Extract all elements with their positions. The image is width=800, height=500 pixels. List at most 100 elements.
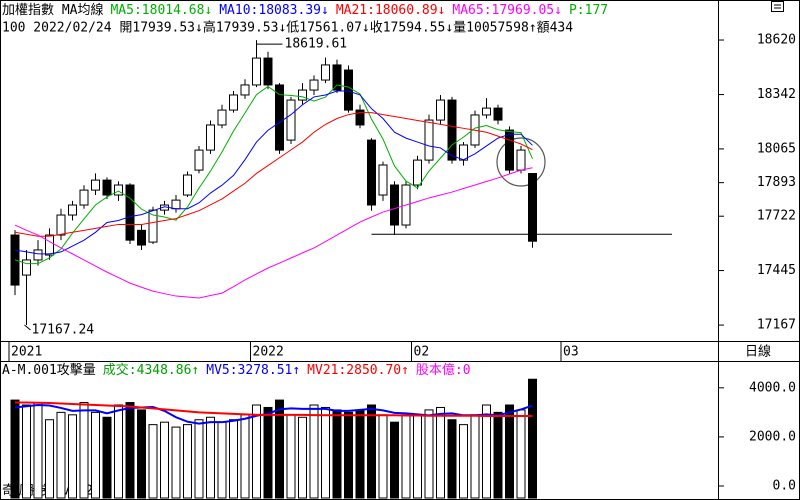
volume-bar <box>424 409 434 499</box>
volume-bar <box>56 411 66 499</box>
y-tick-label: 18620 <box>757 33 796 48</box>
candle-body <box>102 179 112 196</box>
volume-bar <box>447 419 457 499</box>
candle-body <box>171 199 181 210</box>
y-tick-label: 17445 <box>757 263 796 278</box>
candle-body <box>367 139 376 206</box>
candle-body <box>148 209 158 243</box>
volume-bar <box>33 402 43 499</box>
candle-body <box>309 79 319 91</box>
x-tick-label: 03 <box>563 345 579 360</box>
legend-item: 加權指數 MA均線 <box>2 2 103 18</box>
y-tick-label: 0.0 <box>773 479 796 494</box>
volume-bar <box>321 406 330 499</box>
candle-body <box>516 149 526 171</box>
legend-item: 成交:4348.86↑ <box>103 362 199 378</box>
volume-bar <box>125 402 135 499</box>
volume-bar <box>459 424 468 499</box>
legend-item: MA65:17969.05↓ <box>452 3 562 18</box>
volume-bar <box>183 424 192 499</box>
volume-bar <box>68 414 77 499</box>
candle-body <box>286 99 296 141</box>
volume-bar <box>79 402 89 499</box>
highlight-circle <box>496 137 546 187</box>
ma-line <box>14 167 533 299</box>
candle-body <box>528 173 537 242</box>
volume-bar <box>516 409 526 499</box>
y-tick-label: 4000.0 <box>749 380 796 395</box>
volume-bar <box>378 414 388 499</box>
high-annotation: 18619.61 <box>285 37 348 52</box>
candle-body <box>378 164 388 196</box>
volume-bar <box>482 404 491 499</box>
volume-bar <box>344 411 353 499</box>
y-tick-label: 2000.0 <box>749 429 796 444</box>
legend-item: MA10:18083.39↓ <box>219 3 329 18</box>
candle-body <box>298 89 307 101</box>
volume-bar <box>390 421 399 499</box>
icon-box <box>771 1 784 12</box>
volume-bar <box>171 426 181 499</box>
volume-bar <box>91 411 100 499</box>
volume-bar <box>137 409 146 499</box>
legend-item: MA21:18060.89↓ <box>336 3 446 18</box>
x-tick-label: 2021 <box>11 345 42 360</box>
y-tick-label: 18065 <box>757 141 796 156</box>
x-tick-label: 02 <box>414 345 430 360</box>
candle-body <box>183 174 192 196</box>
candle-body <box>263 57 273 86</box>
volume-bar <box>298 416 307 499</box>
volume-bar <box>22 404 31 499</box>
candle-body <box>321 64 330 81</box>
candle-body <box>275 84 284 151</box>
volume-bar <box>252 404 261 499</box>
volume-bar <box>436 406 445 499</box>
y-tick-label: 18342 <box>757 87 796 102</box>
legend-item: 股本億:0 <box>416 362 471 378</box>
volume-bar <box>217 421 227 499</box>
volume-bar <box>470 414 480 499</box>
volume-legend: A-M.001攻擊量 成交:4348.86↑ MV5:3278.51↑ MV21:28… <box>2 362 471 378</box>
volume-bar <box>102 416 112 499</box>
legend-item: A-M.001攻擊量 <box>2 362 96 378</box>
info-line: 100 2022/02/24 開17939.53↓高17939.53↓低1756… <box>2 20 573 36</box>
volume-bar <box>332 409 342 499</box>
candle-body <box>240 84 250 96</box>
volume-bar <box>493 411 503 499</box>
candle-body <box>413 159 422 186</box>
volume-bar <box>286 414 296 499</box>
volume-bar <box>194 419 204 499</box>
y-tick-label: 17722 <box>757 209 796 224</box>
legend-item: MV21:2850.70↑ <box>307 363 409 378</box>
volume-bar <box>309 404 319 499</box>
candle-body <box>482 107 491 116</box>
candle-body <box>125 184 135 241</box>
legend-item: P:177 <box>569 3 608 18</box>
window-icon <box>771 1 784 12</box>
low-annotation: 17167.24 <box>32 323 95 338</box>
volume-bar <box>10 399 20 499</box>
candle-body <box>229 94 238 111</box>
candle-body <box>56 214 66 236</box>
candle-body <box>137 229 146 246</box>
candle-body <box>252 57 261 86</box>
volume-bar <box>206 416 215 499</box>
volume-bar <box>114 404 123 499</box>
candle-body <box>114 184 123 196</box>
volume-ma-line <box>15 401 533 418</box>
volume-bar <box>160 421 169 499</box>
candle-body <box>206 124 215 151</box>
annotation-line <box>24 324 31 331</box>
candle-body <box>493 107 503 121</box>
candle-body <box>217 109 227 126</box>
candle-body <box>91 179 100 191</box>
volume-ma-line <box>14 403 533 425</box>
candle-body <box>424 119 434 161</box>
candle-body <box>33 249 43 261</box>
candle-body <box>505 129 514 171</box>
legend-item: MA5:18014.68↓ <box>110 3 212 18</box>
volume-bar <box>148 424 158 499</box>
volume-bar <box>240 414 250 499</box>
legend-item: MV5:3278.51↑ <box>206 363 300 378</box>
